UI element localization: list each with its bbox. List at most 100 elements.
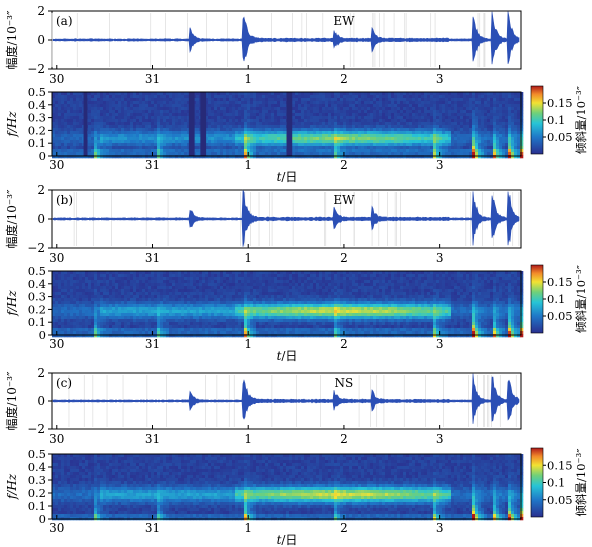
- spectrogram-cell: [220, 328, 224, 332]
- spectrogram-cell: [391, 134, 395, 138]
- spectrogram-cell: [73, 289, 77, 293]
- spectrogram-cell: [130, 122, 134, 126]
- spectrogram-cell: [256, 113, 260, 117]
- spectrogram-cell: [253, 125, 257, 129]
- spectrogram-cell: [100, 322, 104, 326]
- spectrogram-cell: [199, 307, 203, 311]
- spectrogram-cell: [148, 283, 152, 287]
- spectrogram-cell: [100, 98, 104, 102]
- spectrogram-cell: [199, 322, 203, 326]
- spectrogram-cell: [157, 319, 161, 323]
- spectrogram-cell: [487, 143, 491, 147]
- spectrogram-cell: [121, 310, 125, 314]
- spectrogram-cell: [64, 101, 68, 105]
- spectrogram-cell: [64, 286, 68, 290]
- spectrogram-cell: [145, 322, 149, 326]
- spectrogram-cell: [418, 137, 422, 141]
- spectrogram-cell: [256, 152, 260, 156]
- spectrogram-cell: [208, 140, 212, 144]
- spectrogram-cell: [496, 92, 500, 96]
- spectrogram-cell: [76, 98, 80, 102]
- spectrogram-cell: [127, 310, 131, 314]
- spectrogram-cell: [124, 122, 128, 126]
- spectrogram-cell: [511, 143, 515, 147]
- spectrogram-cell: [52, 155, 56, 159]
- spectrogram-cell: [61, 316, 65, 320]
- spectrogram-cell: [517, 119, 521, 123]
- spectrogram-cell: [133, 316, 137, 320]
- spectrogram-cell: [487, 128, 491, 132]
- spectrogram-cell: [91, 146, 95, 150]
- spectrogram-cell: [94, 319, 98, 323]
- spectrogram-cell: [64, 304, 68, 308]
- spectrogram-cell: [475, 122, 479, 126]
- spectrogram-cell: [205, 334, 209, 338]
- spectrogram-cell: [349, 98, 353, 102]
- spectrogram-cell: [310, 110, 314, 114]
- spectrogram-cell: [310, 128, 314, 132]
- waveform-series: [52, 11, 520, 65]
- spectrogram-cell: [322, 95, 326, 99]
- spectrogram-cell: [172, 134, 176, 138]
- spectrogram-cell: [409, 116, 413, 120]
- spectrogram-cell: [76, 143, 80, 147]
- spectrogram-cell: [73, 292, 77, 296]
- spectrogram-cell: [238, 307, 242, 311]
- spectrogram-cell: [79, 313, 83, 317]
- spectrogram-cell: [190, 283, 194, 287]
- spectrogram-cell: [349, 134, 353, 138]
- spectrogram-cell: [61, 301, 65, 305]
- spectrogram-cell: [241, 301, 245, 305]
- spectrogram-cell: [256, 143, 260, 147]
- spectrogram-cell: [439, 116, 443, 120]
- spectrogram-cell: [154, 149, 158, 153]
- spectrogram-cell: [76, 304, 80, 308]
- spectrogram-cell: [88, 334, 92, 338]
- spectrogram-cell: [418, 140, 422, 144]
- spectrogram-cell: [103, 113, 107, 117]
- spectrogram-cell: [109, 328, 113, 332]
- spectrogram-cell: [187, 325, 191, 329]
- spectrogram-cell: [106, 277, 110, 281]
- spectrogram-cell: [340, 101, 344, 105]
- spectrogram-cell: [220, 277, 224, 281]
- spectrogram-cell: [430, 155, 434, 159]
- spectrogram-cell: [112, 307, 116, 311]
- spectrogram-cell: [154, 134, 158, 138]
- spectrogram-cell: [499, 155, 503, 159]
- spectrogram-cell: [304, 128, 308, 132]
- spectrogram-cell: [430, 152, 434, 156]
- spectrogram-cell: [139, 143, 143, 147]
- spectrogram-cell: [73, 134, 77, 138]
- spectrogram-cell: [511, 92, 515, 96]
- spectrogram-cell: [238, 125, 242, 129]
- spectrogram-cell: [502, 155, 506, 159]
- spectrogram-cell: [139, 116, 143, 120]
- spectrogram-cell: [472, 146, 476, 150]
- spectrogram-cell: [175, 277, 179, 281]
- spectrogram-cell: [370, 122, 374, 126]
- spectrogram-cell: [76, 271, 80, 275]
- spectrogram-cell: [202, 316, 206, 320]
- spectrogram-cell: [214, 122, 218, 126]
- spectrogram-cell: [493, 146, 497, 150]
- spectrogram-cell: [280, 101, 284, 105]
- spectrogram-cell: [85, 319, 89, 323]
- spectrogram-cell: [196, 277, 200, 281]
- spectrogram-cell: [391, 137, 395, 141]
- spectrogram-cell: [229, 128, 233, 132]
- spectrogram-cell: [70, 107, 74, 111]
- spectrogram-cell: [325, 128, 329, 132]
- spectrogram-cell: [469, 146, 473, 150]
- spectrogram-cell: [166, 271, 170, 275]
- spectrogram-cell: [184, 310, 188, 314]
- spectrogram-cell: [367, 146, 371, 150]
- spectrogram-cell: [217, 119, 221, 123]
- spectrogram-cell: [502, 113, 506, 117]
- spectrogram-cell: [475, 98, 479, 102]
- spectrogram-cell: [397, 110, 401, 114]
- spectrogram-cell: [319, 113, 323, 117]
- spectrogram-cell: [358, 155, 362, 159]
- spectrogram-cell: [241, 280, 245, 284]
- spectrogram-cell: [310, 101, 314, 105]
